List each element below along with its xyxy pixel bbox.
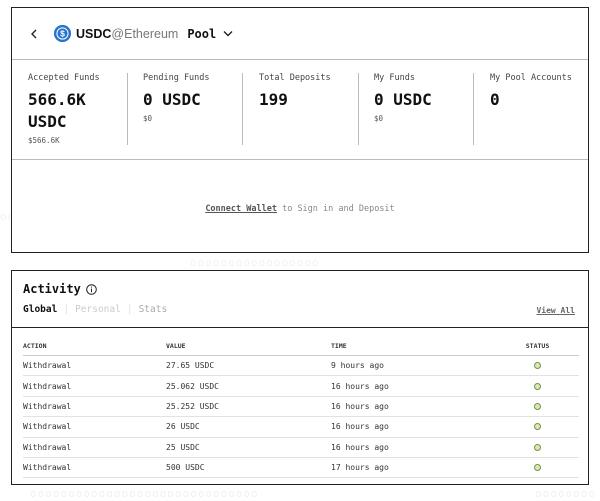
status-dot-icon	[534, 362, 541, 370]
stat-subvalue: $0	[143, 114, 153, 123]
row-value: 25 USDC	[166, 442, 200, 452]
pool-overview-panel: $ USDC @Ethereum Pool Accepted Funds 566…	[11, 7, 589, 253]
row-status	[496, 382, 579, 390]
tab-personal[interactable]: Personal	[75, 304, 121, 315]
usdc-coin-icon: $	[54, 25, 71, 42]
row-status	[496, 423, 579, 431]
tab-stats[interactable]: Stats	[138, 304, 168, 315]
view-all-link[interactable]: View All	[536, 306, 575, 315]
stat-value: 566.6K USDC	[28, 90, 86, 131]
stat-label: Pending Funds	[143, 73, 210, 83]
row-time: 16 hours ago	[331, 381, 389, 391]
chain-name: @Ethereum	[111, 26, 179, 41]
table-row[interactable]: Withdrawal 25.062 USDC 16 hours ago	[23, 376, 579, 397]
tab-separator: |	[126, 304, 133, 315]
connect-prompt: Connect Wallet to Sign in and Deposit	[12, 204, 588, 214]
background-texture: oooooooooooooooooooooooooooooo	[30, 487, 259, 500]
stat-total-deposits: Total Deposits 199	[259, 60, 364, 159]
row-value: 25.062 USDC	[166, 381, 219, 391]
stat-divider	[358, 73, 359, 145]
row-action: Withdrawal	[23, 463, 72, 473]
stat-label: Accepted Funds	[28, 73, 100, 83]
status-dot-icon	[534, 443, 541, 451]
row-action: Withdrawal	[23, 401, 72, 411]
pool-header: $ USDC @Ethereum Pool	[12, 8, 588, 60]
svg-text:$: $	[60, 29, 65, 39]
stat-value: 0	[490, 90, 500, 109]
row-value: 27.65 USDC	[166, 361, 215, 371]
stat-accepted-funds: Accepted Funds 566.6K USDC $566.6K	[28, 60, 128, 159]
tab-separator: |	[63, 304, 70, 315]
status-dot-icon	[534, 382, 541, 390]
connect-wallet-link[interactable]: Connect Wallet	[205, 204, 277, 214]
tab-global[interactable]: Global	[23, 304, 58, 315]
row-action: Withdrawal	[23, 361, 72, 371]
row-status	[496, 362, 579, 370]
stat-value: 199	[259, 90, 288, 109]
stat-value: 0 USDC	[374, 90, 432, 109]
table-header: ACTION VALUE TIME STATUS	[23, 337, 579, 356]
activity-heading: Activity	[23, 282, 97, 296]
background-texture: oooooooo	[535, 487, 596, 500]
background-texture: oooooooooooooooooo	[190, 256, 320, 269]
chevron-down-icon[interactable]	[222, 28, 234, 40]
status-dot-icon	[534, 423, 541, 431]
activity-table: ACTION VALUE TIME STATUS Withdrawal 27.6…	[23, 337, 579, 479]
activity-tabs: Global | Personal | Stats	[23, 304, 167, 315]
stat-divider	[242, 73, 243, 145]
pool-selector-label[interactable]: Pool	[187, 26, 217, 41]
row-time: 17 hours ago	[331, 463, 389, 473]
row-status	[496, 464, 579, 472]
stat-value: 0 USDC	[143, 90, 201, 109]
info-icon[interactable]	[85, 283, 97, 295]
row-action: Withdrawal	[23, 381, 72, 391]
stat-my-funds: My Funds 0 USDC $0	[374, 60, 479, 159]
stat-my-pool-accounts: My Pool Accounts 0	[490, 60, 585, 159]
row-time: 16 hours ago	[331, 442, 389, 452]
column-header-action: ACTION	[23, 342, 47, 350]
row-value: 500 USDC	[166, 463, 205, 473]
table-row[interactable]: Withdrawal 25 USDC 16 hours ago	[23, 438, 579, 458]
token-name: USDC	[76, 26, 112, 41]
column-header-value: VALUE	[166, 342, 186, 350]
stat-label: Total Deposits	[259, 73, 331, 83]
row-time: 16 hours ago	[331, 422, 389, 432]
table-row[interactable]: Withdrawal 25.252 USDC 16 hours ago	[23, 397, 579, 418]
activity-title: Activity	[23, 282, 81, 296]
row-value: 25.252 USDC	[166, 401, 219, 411]
stat-label: My Pool Accounts	[490, 73, 572, 83]
stat-divider	[473, 73, 474, 145]
stat-subvalue: $566.6K	[28, 136, 60, 145]
table-row[interactable]: Withdrawal 500 USDC 17 hours ago	[23, 458, 579, 479]
background-texture: oooo	[0, 210, 10, 223]
row-action: Withdrawal	[23, 442, 72, 452]
row-time: 16 hours ago	[331, 401, 389, 411]
stat-divider	[127, 73, 128, 145]
pool-stats: Accepted Funds 566.6K USDC $566.6K Pendi…	[12, 60, 588, 160]
table-row[interactable]: Withdrawal 27.65 USDC 9 hours ago	[23, 356, 579, 377]
column-header-status: STATUS	[525, 342, 550, 350]
back-arrow-icon[interactable]	[27, 27, 41, 41]
status-dot-icon	[534, 402, 541, 410]
table-row[interactable]: Withdrawal 26 USDC 16 hours ago	[23, 417, 579, 438]
activity-divider	[12, 327, 588, 328]
row-time: 9 hours ago	[331, 361, 384, 371]
stat-subvalue: $0	[374, 114, 384, 123]
connect-prompt-text: to Sign in and Deposit	[276, 204, 395, 214]
row-status	[496, 443, 579, 451]
stat-pending-funds: Pending Funds 0 USDC $0	[143, 60, 248, 159]
stat-label: My Funds	[374, 73, 415, 83]
row-status	[496, 402, 579, 410]
row-action: Withdrawal	[23, 422, 72, 432]
status-dot-icon	[534, 464, 541, 472]
column-header-time: TIME	[331, 342, 347, 350]
row-value: 26 USDC	[166, 422, 200, 432]
activity-panel: Activity Global | Personal | Stats View …	[11, 270, 589, 485]
